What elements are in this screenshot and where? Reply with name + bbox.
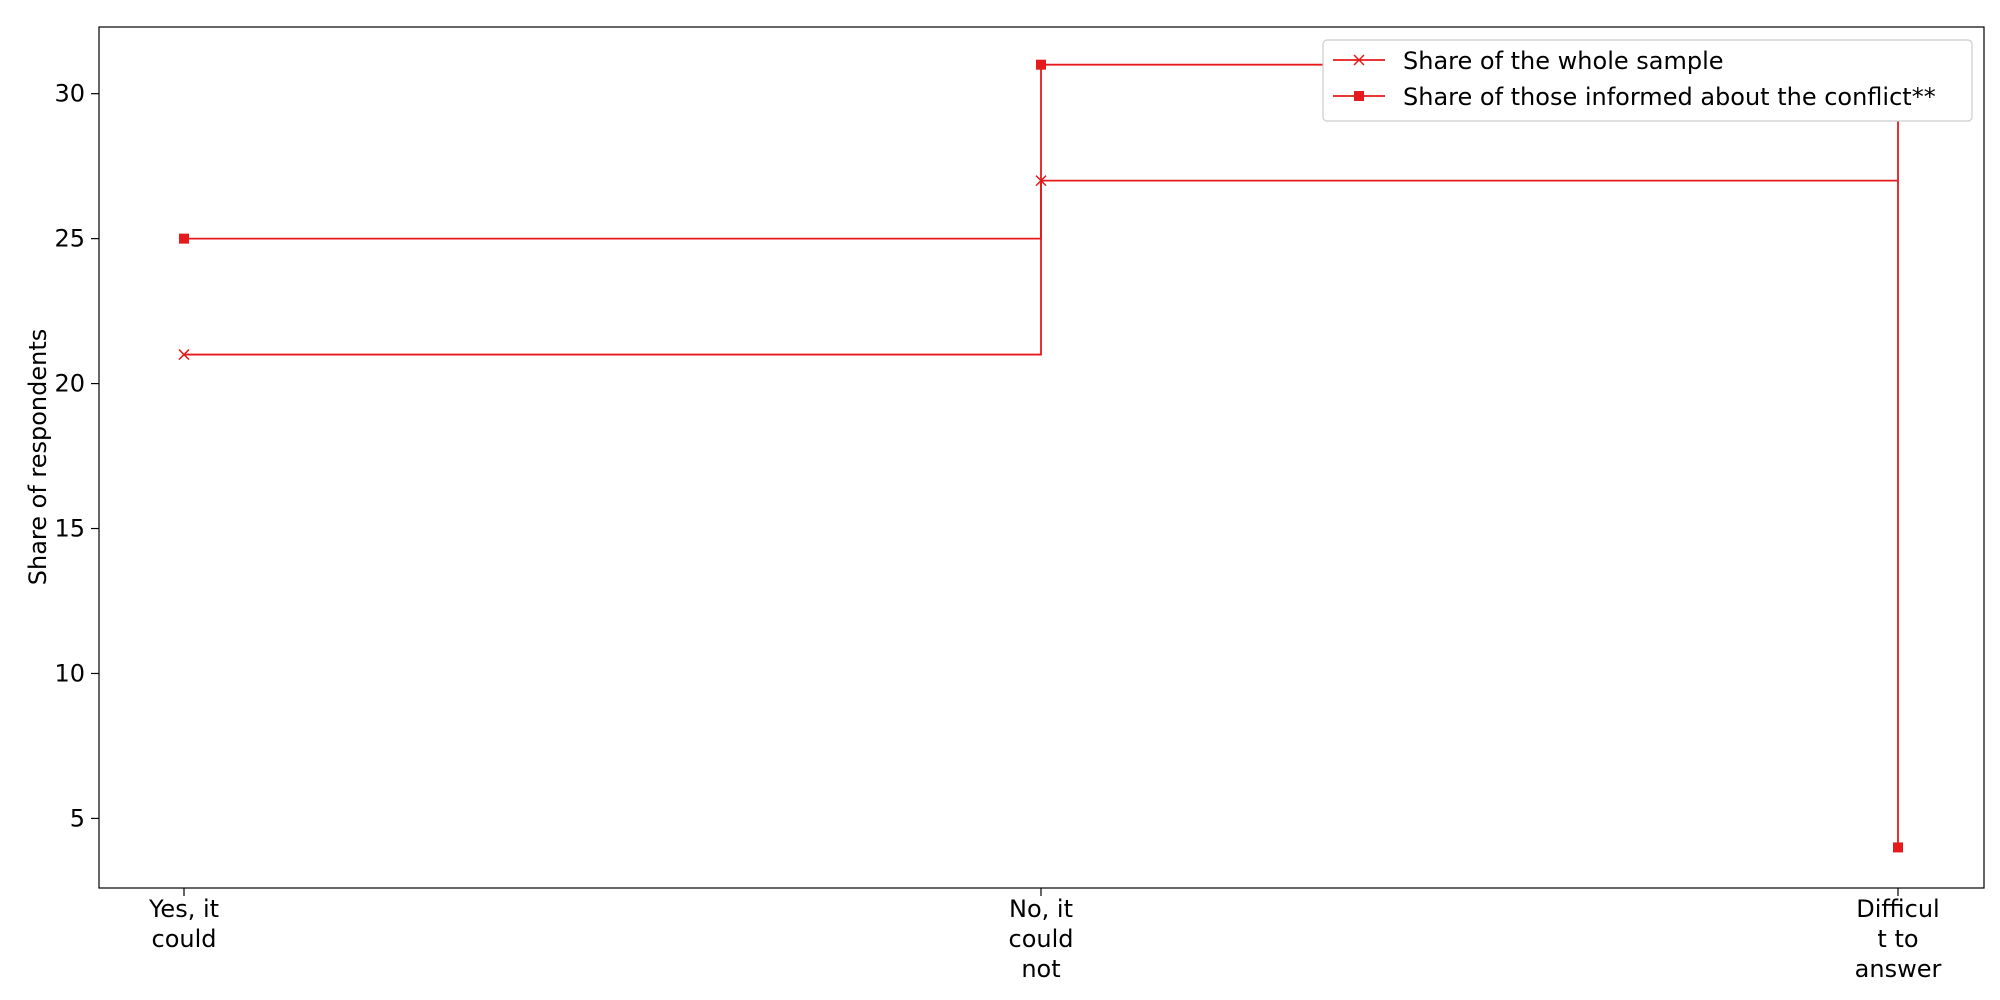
legend-entries: Share of the whole sample Share of those … xyxy=(1333,47,1936,111)
legend-label: Share of those informed about the confli… xyxy=(1403,83,1936,111)
x-tick-label-line: t to xyxy=(1877,925,1918,953)
x-tick-label-line: not xyxy=(1021,955,1060,983)
x-tick-label-line: could xyxy=(1009,925,1074,953)
x-tick-label-line: Yes, it xyxy=(148,895,219,923)
series-layer xyxy=(178,59,1903,853)
y-tick-label: 15 xyxy=(54,515,85,543)
y-tick-label: 25 xyxy=(54,225,85,253)
series-line-0 xyxy=(184,179,1898,356)
x-tick-label: Yes, it could xyxy=(148,895,219,953)
x-tick-label-line: answer xyxy=(1855,955,1942,983)
marker-stroke xyxy=(1353,54,1365,66)
data-point xyxy=(179,233,189,244)
legend-marker xyxy=(1353,54,1365,66)
x-tick-label-line: could xyxy=(152,925,217,953)
y-axis-title: Share of respondents xyxy=(24,329,52,586)
data-point xyxy=(1893,842,1903,853)
legend-label: Share of the whole sample xyxy=(1403,47,1724,75)
data-point xyxy=(1036,59,1046,70)
legend-marker xyxy=(1354,91,1364,101)
x-tick-label: Difficul t to answer xyxy=(1855,895,1942,983)
legend-item: Share of the whole sample xyxy=(1333,47,1724,75)
x-tick-label: No, it could not xyxy=(1009,895,1074,983)
legend: Share of the whole sample Share of those … xyxy=(1322,39,1973,122)
y-tick-label: 5 xyxy=(70,804,85,832)
y-axis: 5 10 15 20 25 30 xyxy=(54,80,99,832)
x-tick-label-line: No, it xyxy=(1009,895,1073,923)
legend-box xyxy=(1322,39,1973,122)
marker-stroke xyxy=(178,349,190,361)
x-tick-label-line: Difficul xyxy=(1856,895,1939,923)
y-tick-label: 10 xyxy=(54,659,85,687)
y-tick-label: 30 xyxy=(54,80,85,108)
legend-item: Share of those informed about the confli… xyxy=(1333,83,1936,111)
y-tick-label: 20 xyxy=(54,370,85,398)
data-point xyxy=(178,349,190,361)
